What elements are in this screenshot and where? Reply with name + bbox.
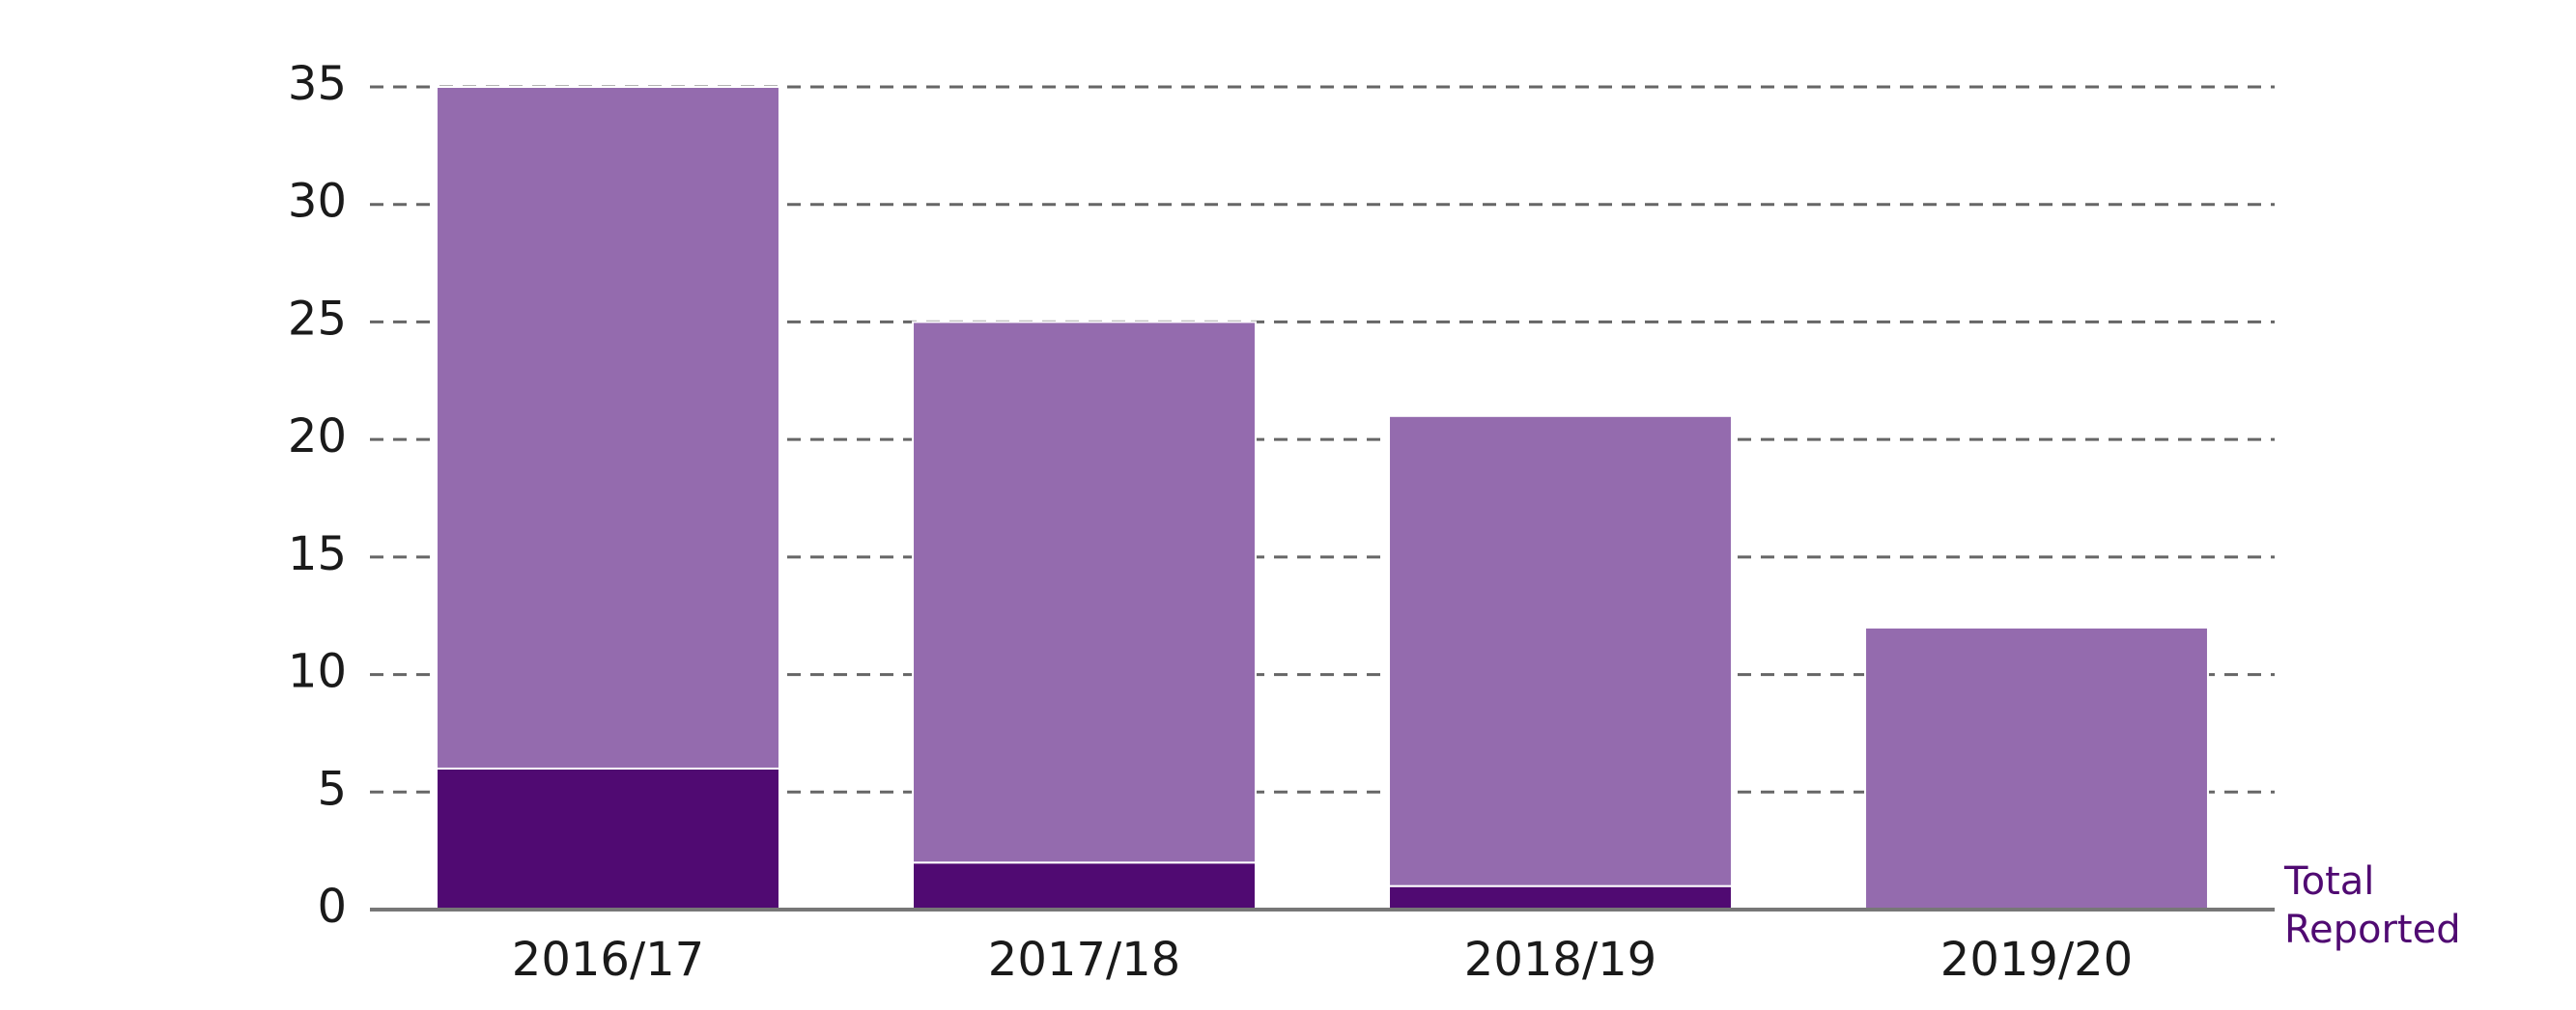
bar-segment <box>1388 414 1733 887</box>
x-tick-label: 2018/19 <box>1464 933 1656 987</box>
y-tick-label: 5 <box>317 762 347 816</box>
bar-segment <box>1388 884 1733 912</box>
bar-segment <box>1864 626 2209 912</box>
y-tick-label: 25 <box>288 292 347 346</box>
y-tick-label: 15 <box>288 527 347 581</box>
y-tick-label: 30 <box>288 175 347 229</box>
x-tick-label: 2016/17 <box>512 933 704 987</box>
legend-label: Total Reported <box>2284 859 2461 952</box>
x-tick-label: 2019/20 <box>1940 933 2133 987</box>
x-tick-label: 2017/18 <box>988 933 1180 987</box>
bar-segment <box>912 861 1257 911</box>
bar-segment <box>436 86 780 770</box>
y-tick-label: 0 <box>317 880 347 934</box>
y-tick-label: 20 <box>288 409 347 463</box>
bar-segment <box>912 321 1257 864</box>
y-tick-label: 35 <box>288 57 347 111</box>
bar-segment <box>436 767 780 912</box>
y-tick-label: 10 <box>288 645 347 699</box>
